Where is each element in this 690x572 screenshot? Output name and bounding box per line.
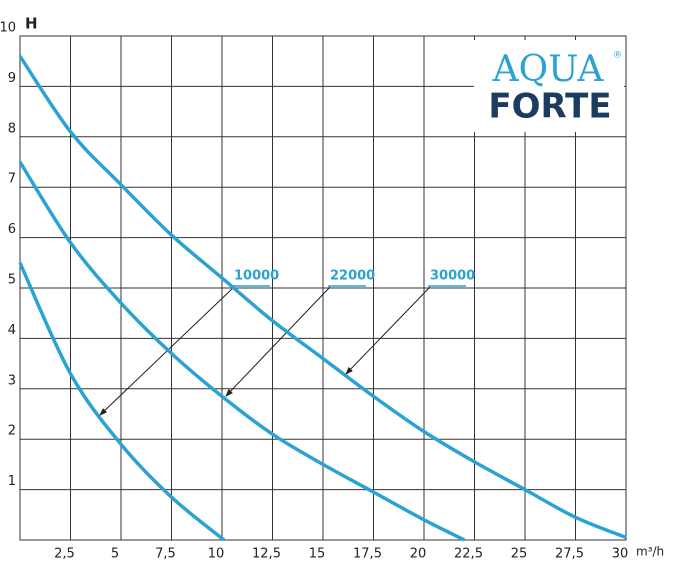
logo-top: AQUA — [492, 49, 605, 90]
x-tick-label: 15 — [309, 547, 326, 562]
label-arrow — [345, 286, 431, 375]
x-tick-label: 2,5 — [54, 547, 75, 562]
pump-curve — [18, 161, 466, 542]
y-tick-label: 2 — [8, 424, 16, 439]
x-tick-label: 7,5 — [155, 547, 176, 562]
curve-label: 10000 — [234, 269, 279, 284]
y-tick-label: 1 — [8, 474, 16, 489]
y-tick-label: 9 — [8, 71, 16, 86]
x-tick-label: 25 — [511, 547, 528, 562]
x-axis-label: m³/h — [636, 545, 664, 559]
y-axis-label: H — [25, 15, 38, 33]
pump-curve — [18, 55, 627, 540]
y-tick-label: 7 — [8, 172, 16, 187]
logo-bottom: FORTE — [488, 87, 611, 127]
x-tick-label: 30 — [612, 547, 629, 562]
y-tick-label: 10 — [0, 21, 16, 36]
x-tick-label: 12,5 — [252, 547, 281, 562]
curve-label: 30000 — [430, 269, 475, 284]
x-tick-label: 5 — [111, 547, 119, 562]
curve-label: 22000 — [330, 269, 375, 284]
y-tick-label: 3 — [8, 373, 16, 388]
logo-background — [474, 40, 624, 132]
x-tick-label: 27,5 — [555, 547, 584, 562]
x-tick-label: 22,5 — [454, 547, 483, 562]
y-tick-label: 6 — [8, 222, 16, 237]
logo-registered: ® — [613, 51, 622, 61]
x-tick-label: 20 — [410, 547, 427, 562]
y-tick-label: 4 — [8, 323, 16, 338]
y-tick-label: 5 — [8, 273, 16, 288]
y-tick-label: 8 — [8, 121, 16, 136]
x-tick-label: 10 — [208, 547, 225, 562]
x-tick-label: 17,5 — [353, 547, 382, 562]
pump-curve — [18, 262, 226, 542]
label-arrow — [225, 286, 331, 397]
